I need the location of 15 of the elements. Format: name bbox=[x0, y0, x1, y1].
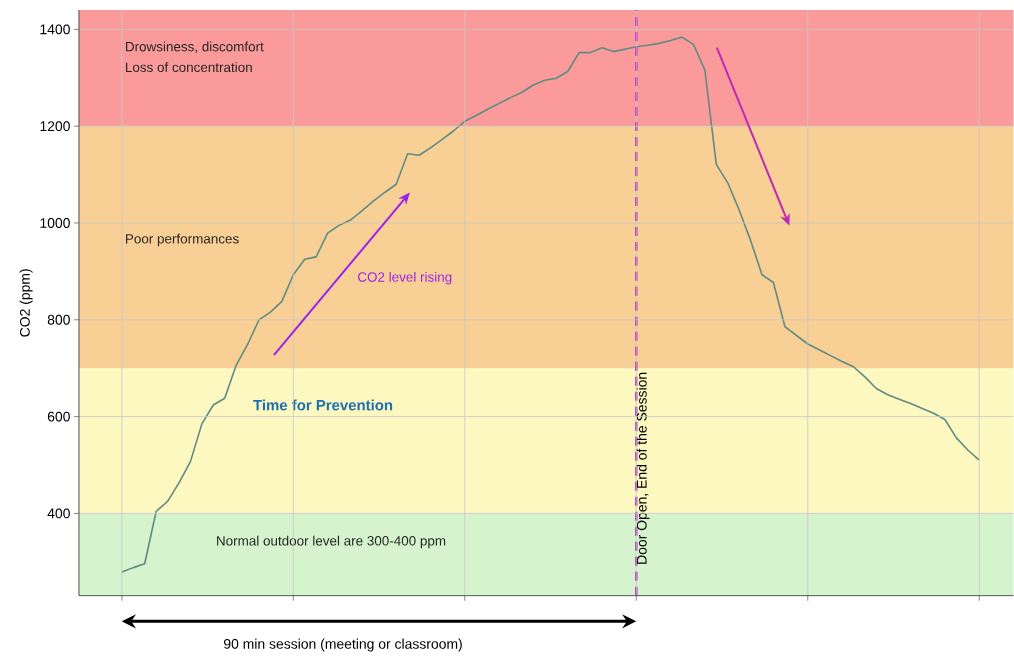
y-tick-label: 600 bbox=[47, 411, 70, 422]
annotation: Loss of concentration bbox=[126, 62, 252, 73]
band-label: Normal outdoor level are 300-400 ppm bbox=[217, 535, 446, 549]
y-tick-label: 1200 bbox=[40, 121, 70, 132]
y-tick-label: 800 bbox=[47, 315, 70, 325]
text: 90 min session (meeting or classroom) bbox=[223, 638, 462, 652]
annotation: Door Open, End of the Session bbox=[636, 372, 650, 564]
y-tick-label: 1000 bbox=[40, 218, 70, 229]
band-label: Drowsiness, discomfort bbox=[126, 41, 264, 54]
y-tick-label: 400 bbox=[47, 508, 70, 519]
band-label: Poor performances bbox=[126, 233, 239, 247]
band-label: Time for Prevention bbox=[253, 399, 393, 411]
y-axis-title: CO2 (ppm) bbox=[19, 269, 33, 337]
y-tick-label: 1400 bbox=[40, 24, 70, 35]
annotation: CO2 level rising bbox=[358, 272, 452, 285]
